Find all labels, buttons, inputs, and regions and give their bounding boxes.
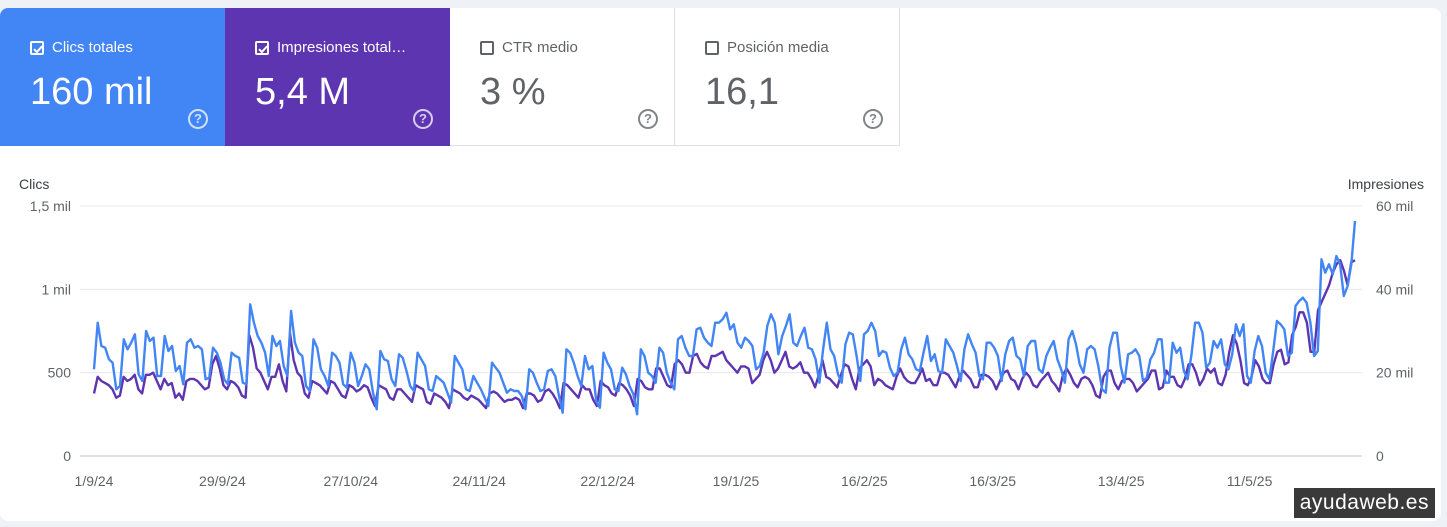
metric-value: 3 %: [480, 71, 546, 113]
checkbox-unchecked-icon[interactable]: [480, 40, 494, 55]
x-tick-label: 22/12/24: [580, 473, 635, 489]
right-axis-title: Impresiones: [1348, 176, 1424, 192]
right-tick-label: 0: [1376, 448, 1384, 464]
metric-label: Posición media: [727, 39, 829, 56]
checkbox-unchecked-icon[interactable]: [705, 40, 719, 55]
x-tick-label: 16/3/25: [969, 473, 1016, 489]
left-tick-label: 0: [63, 448, 71, 464]
help-icon[interactable]: ?: [188, 109, 208, 129]
x-tick-label: 13/4/25: [1098, 473, 1145, 489]
performance-chart[interactable]: Clics Impresiones 0 500 1 mil 1,5 mil 0 20 m…: [0, 8, 1441, 521]
metric-cards: Clics totales 160 mil ? Impresiones tota…: [0, 8, 900, 146]
metric-card-impressions[interactable]: Impresiones total… 5,4 M ?: [225, 8, 450, 146]
metric-card-ctr[interactable]: CTR medio 3 % ?: [450, 8, 675, 146]
metric-label: Clics totales: [52, 39, 133, 56]
watermark: ayudaweb.es: [1293, 488, 1435, 518]
x-tick-label: 16/2/25: [841, 473, 888, 489]
right-tick-label: 60 mil: [1376, 198, 1413, 214]
metric-card-clicks[interactable]: Clics totales 160 mil ?: [0, 8, 225, 146]
metric-value: 160 mil: [30, 71, 153, 113]
metric-label: Impresiones total…: [277, 39, 407, 56]
right-axis-ticks: 0 20 mil 40 mil 60 mil: [1376, 198, 1413, 464]
left-tick-label: 1 mil: [41, 281, 71, 297]
left-tick-label: 1,5 mil: [30, 198, 71, 214]
right-tick-label: 40 mil: [1376, 281, 1413, 297]
help-icon[interactable]: ?: [863, 109, 883, 129]
x-tick-label: 11/5/25: [1227, 473, 1273, 489]
metric-value: 5,4 M: [255, 71, 351, 113]
series-lines: [92, 220, 1357, 416]
left-axis-title: Clics: [19, 176, 49, 192]
x-tick-label: 27/10/24: [324, 473, 379, 489]
series-line-clics: [92, 220, 1357, 416]
series-line-impresiones: [92, 258, 1356, 410]
x-tick-label: 24/11/24: [452, 473, 506, 489]
x-axis-ticks: 1/9/24 29/9/24 27/10/24 24/11/24 22/12/24 19/…: [75, 473, 1273, 489]
left-axis-ticks: 0 500 1 mil 1,5 mil: [30, 198, 71, 464]
help-icon[interactable]: ?: [638, 109, 658, 129]
right-tick-label: 20 mil: [1376, 365, 1413, 381]
checkbox-checked-icon[interactable]: [30, 40, 44, 55]
left-tick-label: 500: [48, 365, 72, 381]
help-icon[interactable]: ?: [413, 109, 433, 129]
x-tick-label: 29/9/24: [199, 473, 246, 489]
x-tick-label: 1/9/24: [75, 473, 114, 489]
performance-panel: Clics totales 160 mil ? Impresiones tota…: [0, 8, 1441, 521]
metric-label: CTR medio: [502, 39, 578, 56]
x-tick-label: 19/1/25: [713, 473, 760, 489]
gridlines: [80, 205, 1362, 457]
metric-card-position[interactable]: Posición media 16,1 ?: [675, 8, 900, 146]
checkbox-checked-icon[interactable]: [255, 40, 269, 55]
metric-value: 16,1: [705, 71, 779, 113]
